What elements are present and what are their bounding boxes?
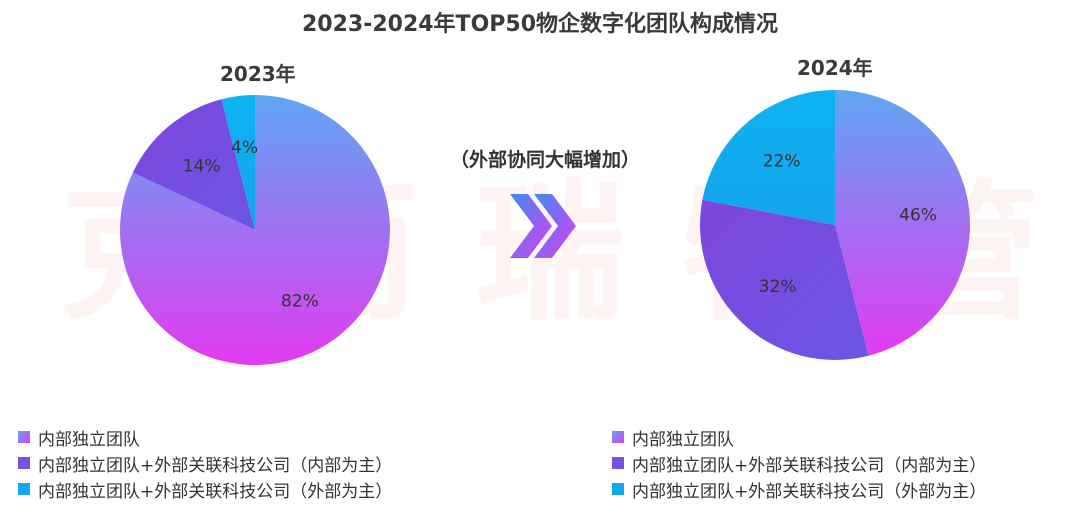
legend-item: 内部独立团队 bbox=[18, 424, 392, 450]
slice-value-label: 32% bbox=[759, 277, 797, 297]
slice-value-label: 14% bbox=[183, 157, 221, 177]
slice-value-label: 4% bbox=[231, 138, 258, 158]
legend-swatch bbox=[18, 483, 30, 495]
legend-label: 内部独立团队 bbox=[38, 429, 140, 450]
legend-swatch bbox=[18, 457, 30, 469]
legend-swatch bbox=[18, 431, 30, 443]
pie-slice bbox=[702, 90, 835, 225]
legend-2024: 内部独立团队 内部独立团队+外部关联科技公司（内部为主） 内部独立团队+外部关联… bbox=[612, 424, 986, 502]
legend-label: 内部独立团队 bbox=[632, 429, 734, 450]
legend-item: 内部独立团队+外部关联科技公司（内部为主） bbox=[18, 450, 392, 476]
legend-swatch bbox=[612, 457, 624, 469]
pie-2024: 46% 32% 22% bbox=[700, 90, 970, 360]
pie-slice bbox=[132, 99, 255, 230]
pie-2023-title: 2023年 bbox=[220, 62, 296, 86]
middle-note: （外部协同大幅增加） bbox=[449, 149, 640, 171]
legend-swatch bbox=[612, 483, 624, 495]
pie-slice bbox=[700, 199, 869, 360]
pie-2023: 82% 14% 4% bbox=[119, 95, 391, 365]
legend-label: 内部独立团队+外部关联科技公司（外部为主） bbox=[632, 481, 987, 502]
legend-swatch bbox=[612, 431, 624, 443]
double-chevron-icon bbox=[510, 194, 576, 258]
legend-item: 内部独立团队 bbox=[612, 424, 986, 450]
legend-label: 内部独立团队+外部关联科技公司（内部为主） bbox=[632, 455, 987, 476]
legend-item: 内部独立团队+外部关联科技公司（外部为主） bbox=[18, 476, 392, 502]
pie-slice bbox=[835, 90, 970, 356]
pie-2024-title: 2024年 bbox=[797, 56, 873, 80]
chart-title: 2023-2024年TOP50物企数字化团队构成情况 bbox=[301, 12, 779, 37]
pie-slice bbox=[221, 95, 255, 230]
slice-value-label: 46% bbox=[899, 206, 937, 226]
slice-value-label: 22% bbox=[763, 152, 801, 172]
legend-item: 内部独立团队+外部关联科技公司（外部为主） bbox=[612, 476, 986, 502]
legend-label: 内部独立团队+外部关联科技公司（内部为主） bbox=[38, 455, 393, 476]
slice-value-label: 82% bbox=[281, 292, 319, 312]
legend-2023: 内部独立团队 内部独立团队+外部关联科技公司（内部为主） 内部独立团队+外部关联… bbox=[18, 424, 392, 502]
pie-slice bbox=[119, 95, 391, 365]
legend-label: 内部独立团队+外部关联科技公司（外部为主） bbox=[38, 481, 393, 502]
legend-item: 内部独立团队+外部关联科技公司（内部为主） bbox=[612, 450, 986, 476]
